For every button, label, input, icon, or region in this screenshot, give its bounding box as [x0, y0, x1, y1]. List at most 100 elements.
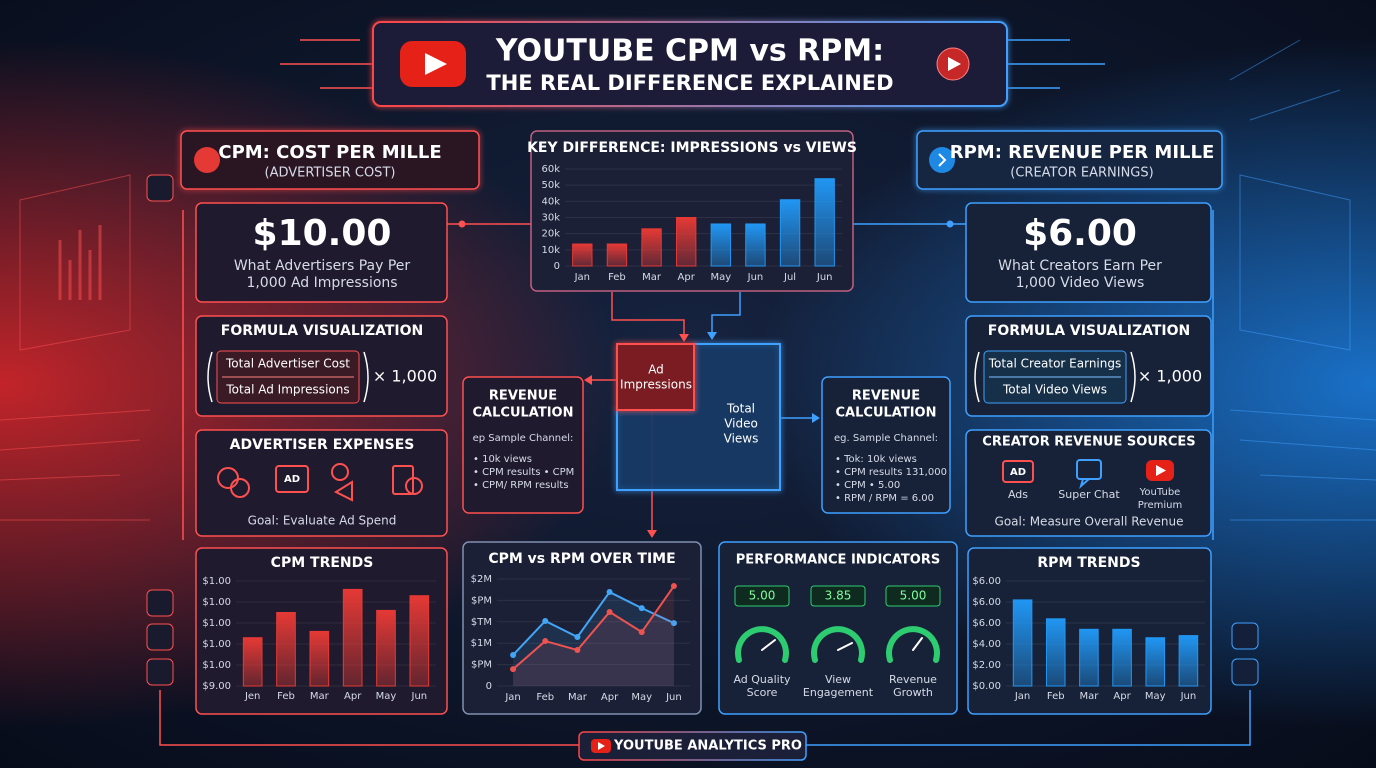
- label: × 1,000: [373, 367, 437, 386]
- label: AD: [1010, 467, 1026, 478]
- y-tick-label: 0: [554, 261, 560, 272]
- x-tick-label: Jun: [747, 272, 764, 283]
- chart-title: CPM vs RPM OVER TIME: [488, 551, 675, 567]
- impressions-shape: [616, 343, 695, 411]
- point: [606, 589, 613, 596]
- cpm-icon: [194, 147, 220, 173]
- y-tick-label: $9.00: [202, 681, 231, 692]
- gauges: [735, 626, 940, 663]
- bullet: • CPM results • CPM: [473, 467, 574, 478]
- calc-left-box: [462, 376, 584, 514]
- x-tick-label: Mar: [568, 692, 588, 703]
- x-tick-label: Feb: [608, 272, 626, 283]
- point: [542, 638, 549, 645]
- label: × 1,000: [1138, 367, 1202, 386]
- bar: [814, 178, 835, 267]
- indicator-value: 5.00: [749, 589, 776, 603]
- parens: [207, 351, 1136, 403]
- bar: [745, 223, 766, 267]
- bar: [1012, 599, 1033, 687]
- rpm-header-box: [916, 130, 1223, 190]
- label: 1,000 Video Views: [1016, 275, 1145, 291]
- bar: [675, 217, 697, 267]
- chart-title: KEY DIFFERENCE: IMPRESSIONS vs VIEWS: [527, 140, 857, 156]
- point: [574, 647, 581, 654]
- arrow-heads: [584, 332, 820, 538]
- label: FORMULA VISUALIZATION: [988, 323, 1190, 339]
- label: Impressions: [620, 378, 692, 392]
- label: PERFORMANCE INDICATORS: [736, 553, 940, 568]
- label: Views: [724, 432, 759, 446]
- bar: [572, 243, 593, 267]
- label: Video: [724, 417, 758, 431]
- indicator-label: Score: [747, 686, 778, 699]
- y-tick-label: $1.00: [202, 660, 231, 671]
- x-tick-label: Apr: [1113, 691, 1131, 702]
- indicator-label: Revenue: [889, 673, 937, 686]
- label: Premium: [1138, 500, 1183, 511]
- bar: [779, 199, 801, 267]
- bar: [1079, 628, 1099, 687]
- x-tick-label: Jan: [574, 272, 590, 283]
- side-decor-left: [0, 174, 151, 521]
- series-line: [512, 585, 675, 670]
- point: [606, 608, 613, 615]
- label: CALCULATION: [836, 406, 937, 421]
- y-tick-label: $1.00: [202, 597, 231, 608]
- label: Total Video Views: [1002, 383, 1107, 397]
- y-tick-label: $1.00: [202, 576, 231, 587]
- x-tick-label: Apr: [601, 692, 619, 703]
- label: Ad: [648, 363, 664, 377]
- label: Total Creator Earnings: [988, 357, 1122, 371]
- x-tick-label: Apr: [678, 272, 696, 283]
- y-tick-label: $4.00: [972, 639, 1001, 650]
- y-tick-label: 50k: [541, 180, 560, 191]
- x-tick-label: May: [631, 692, 652, 703]
- point: [638, 605, 645, 612]
- bar: [309, 630, 330, 687]
- y-tick-label: 20k: [541, 229, 560, 240]
- series-line: [512, 590, 675, 656]
- bar: [1112, 628, 1132, 687]
- x-tick-label: Jan: [504, 692, 520, 703]
- x-tick-label: Jun: [665, 692, 682, 703]
- bar: [606, 243, 628, 267]
- label: 1,000 Ad Impressions: [246, 275, 397, 291]
- y-tick-label: $2M: [471, 574, 492, 585]
- bar: [641, 228, 662, 267]
- x-tick-label: Mar: [1079, 691, 1099, 702]
- y-tick-label: 40k: [541, 196, 560, 207]
- label: ep Sample Channel:: [473, 433, 574, 444]
- x-tick-label: May: [1145, 691, 1166, 702]
- bar: [1045, 618, 1066, 687]
- x-tick-label: Jun: [816, 272, 833, 283]
- label: (ADVERTISER COST): [265, 166, 396, 181]
- point: [542, 617, 549, 624]
- calc-right-box: [821, 376, 951, 514]
- label: eg. Sample Channel:: [834, 433, 938, 444]
- x-tick-label: Apr: [344, 691, 362, 702]
- bar: [376, 609, 396, 687]
- indicator-pills: [734, 585, 941, 607]
- bar: [1145, 637, 1166, 687]
- label: What Advertisers Pay Per: [234, 258, 411, 274]
- bar: [242, 637, 263, 687]
- label: CALCULATION: [473, 406, 574, 421]
- x-tick-label: Mar: [642, 272, 662, 283]
- label: YouTube: [1139, 487, 1181, 498]
- cpm-header-box: [180, 130, 480, 190]
- indicator-value: 3.85: [825, 589, 852, 603]
- y-tick-label: $6.00: [972, 576, 1001, 587]
- x-tick-label: Feb: [536, 692, 554, 703]
- series-area: [513, 592, 674, 686]
- point: [638, 629, 645, 636]
- label: YOUTUBE ANALYTICS PRO: [613, 739, 802, 754]
- label: FORMULA VISUALIZATION: [221, 323, 423, 339]
- x-tick-label: Feb: [1047, 691, 1065, 702]
- cpm-amount-box: [195, 202, 448, 303]
- rpm-icon-chevron: [938, 153, 947, 167]
- label: RPM: REVENUE PER MILLE: [950, 142, 1215, 163]
- label: ADVERTISER EXPENSES: [230, 437, 415, 453]
- x-tick-label: Jen: [244, 691, 260, 702]
- bar: [1178, 635, 1199, 687]
